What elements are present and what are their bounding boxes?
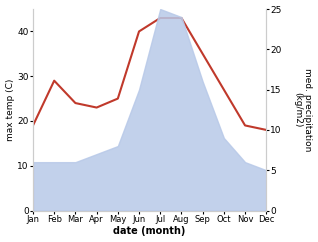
Y-axis label: med. precipitation
(kg/m2): med. precipitation (kg/m2) <box>293 68 313 151</box>
Y-axis label: max temp (C): max temp (C) <box>5 79 15 141</box>
X-axis label: date (month): date (month) <box>114 227 186 236</box>
